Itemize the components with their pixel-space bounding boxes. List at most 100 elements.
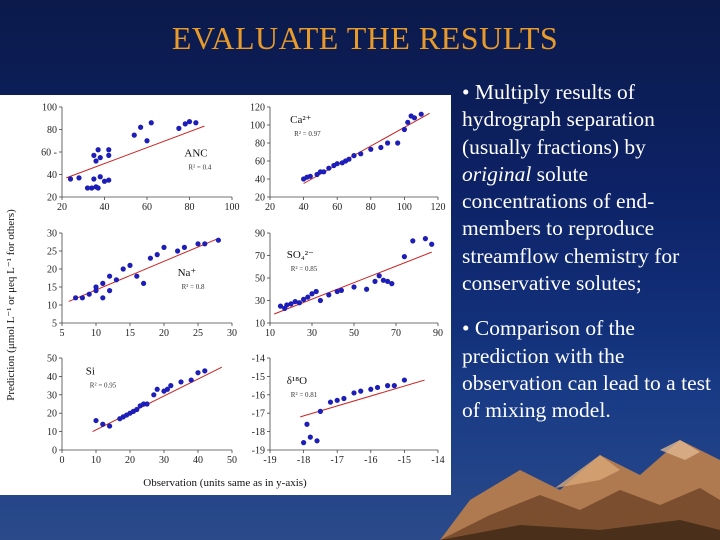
data-point	[89, 185, 95, 191]
data-point	[93, 284, 99, 290]
data-point	[405, 119, 411, 125]
data-point	[351, 284, 357, 290]
y-tick-label: 120	[250, 103, 265, 114]
x-tick-label: 100	[397, 202, 412, 213]
data-point	[97, 174, 103, 180]
data-point	[147, 255, 153, 261]
data-point	[202, 368, 208, 374]
data-point	[301, 440, 307, 446]
panel-label: SO₄²⁻	[287, 249, 314, 261]
data-point	[175, 248, 181, 254]
y-tick-label: 40	[255, 175, 265, 186]
panel-label: Si	[86, 366, 95, 378]
scatter-panels: Prediction (μmol L⁻¹ or μeq L⁻¹ for othe…	[5, 103, 446, 490]
data-point	[368, 146, 374, 152]
data-point	[79, 295, 85, 301]
x-tick-label: 5	[60, 328, 65, 339]
y-tick-label: 80	[47, 125, 57, 136]
x-tick-label: -19	[263, 455, 276, 466]
data-point	[401, 377, 407, 383]
bullet-list: • Multiply results of hydrograph separat…	[462, 79, 714, 443]
y-tick-label: -19	[252, 446, 265, 457]
y-tick-label: 5	[52, 319, 57, 330]
x-tick-label: -16	[364, 455, 377, 466]
y-tick-label: -14	[252, 354, 265, 365]
data-point	[107, 273, 113, 279]
data-point	[327, 399, 334, 405]
data-point	[138, 124, 144, 130]
y-tick-label: 30	[47, 229, 57, 240]
data-point	[313, 288, 319, 295]
panel-label: Ca²⁺	[290, 114, 312, 126]
y-tick-label: -15	[252, 372, 265, 383]
data-point	[148, 120, 154, 126]
x-tick-label: -14	[431, 455, 444, 466]
bullet-item: • Comparison of the prediction with the …	[462, 316, 711, 423]
data-point	[100, 295, 106, 301]
data-point	[364, 286, 370, 292]
x-tick-label: 20	[265, 202, 275, 213]
scatter-figure: Prediction (μmol L⁻¹ or μeq L⁻¹ for othe…	[0, 95, 451, 495]
data-point	[134, 406, 140, 413]
panel-label: Na⁺	[178, 267, 197, 279]
y-tick-label: 30	[255, 296, 265, 307]
y-tick-label: -16	[252, 390, 265, 401]
y-tick-label: 10	[255, 319, 265, 330]
data-point	[410, 238, 416, 244]
x-tick-label: 30	[307, 328, 317, 339]
x-tick-label: 80	[185, 202, 195, 213]
y-axis-label: Prediction (μmol L⁻¹ or μeq L⁻¹ for othe…	[5, 209, 17, 401]
data-point	[76, 175, 82, 181]
data-point	[317, 408, 323, 414]
data-point	[334, 397, 340, 403]
data-point	[351, 153, 357, 159]
data-point	[395, 140, 401, 146]
x-tick-label: 40	[100, 202, 110, 213]
data-point	[385, 278, 391, 284]
data-point	[93, 288, 99, 294]
y-tick-label: 60 -	[41, 148, 57, 159]
data-point	[351, 390, 357, 396]
r-squared-label: R² = 0.4	[188, 164, 211, 172]
data-point	[131, 132, 137, 138]
data-point	[107, 288, 113, 294]
data-point	[304, 421, 310, 427]
x-tick-label: 50	[227, 455, 237, 466]
y-tick-label: 20	[255, 193, 265, 204]
x-tick-label: 80	[366, 202, 376, 213]
y-tick-label: 80	[255, 139, 265, 150]
x-tick-label: 0	[60, 455, 65, 466]
x-tick-label: 120	[431, 202, 446, 213]
x-tick-label: -18	[297, 455, 310, 466]
data-point	[346, 156, 352, 162]
data-point	[95, 185, 101, 191]
x-tick-label: 40	[299, 202, 309, 213]
data-point	[120, 266, 126, 272]
data-point	[141, 280, 147, 286]
data-point	[418, 111, 424, 117]
data-point	[91, 176, 97, 182]
x-tick-label: 30	[227, 328, 237, 339]
data-point	[178, 379, 184, 385]
data-point	[277, 303, 284, 309]
y-tick-label: -17	[252, 409, 265, 420]
x-tick-label: 100	[225, 202, 240, 213]
data-point	[113, 277, 119, 283]
data-point	[292, 299, 298, 305]
data-point	[307, 173, 313, 179]
x-tick-label: 10	[91, 455, 101, 466]
data-point	[106, 152, 112, 158]
panel-label: δ¹⁸O	[287, 375, 307, 387]
y-tick-label: 90	[255, 229, 265, 240]
data-point	[73, 295, 79, 301]
regression-line	[66, 125, 205, 179]
data-point	[401, 126, 407, 133]
data-point	[188, 377, 194, 383]
data-point	[391, 383, 397, 389]
y-tick-label: 10	[47, 301, 57, 312]
scatter-panel: 5 10 15 20 25 30 5 10 15 20 25 30 Na⁺ R² = 0.8	[47, 229, 237, 340]
data-point	[389, 281, 395, 287]
x-tick-label: 20	[57, 202, 67, 213]
data-point	[134, 273, 140, 279]
y-tick-label: 60	[255, 157, 265, 168]
